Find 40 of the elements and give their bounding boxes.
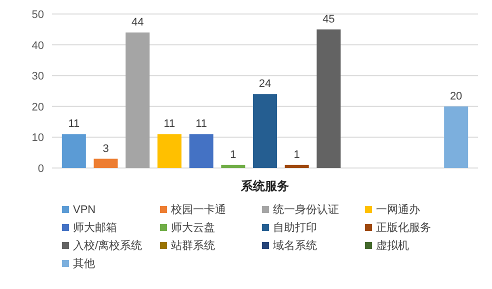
data-label: 11 [68, 118, 80, 130]
legend-label: VPN [73, 204, 96, 216]
bar [157, 134, 182, 168]
y-tick-label: 20 [32, 101, 44, 114]
data-label: 20 [450, 90, 462, 102]
legend-label: 入校/离校系统 [73, 239, 142, 252]
x-tick-label: 系统服务 [240, 179, 289, 193]
y-tick-label: 10 [32, 132, 44, 144]
data-label: 3 [102, 142, 109, 155]
bar [284, 164, 309, 168]
data-label: 1 [230, 148, 236, 161]
legend-label: 自助打印 [273, 221, 317, 234]
legend-label: 师大邮箱 [73, 221, 117, 234]
bar [126, 32, 150, 168]
data-label: 1 [294, 148, 300, 161]
legend-label: 统一身份认证 [273, 203, 339, 216]
legend-label: 正版化服务 [376, 222, 431, 234]
data-label: 44 [131, 16, 144, 28]
data-label: 11 [196, 118, 208, 130]
data-label: 45 [322, 13, 335, 26]
y-tick-label: 40 [32, 40, 44, 52]
data-label: 24 [258, 78, 272, 90]
bar [221, 164, 246, 168]
bar [62, 134, 86, 168]
legend-label: 一网通办 [376, 203, 420, 216]
legend-label: 校园一卡通 [170, 203, 226, 216]
data-label: 11 [164, 118, 176, 130]
bar [189, 134, 214, 168]
y-tick-label: 0 [38, 163, 44, 175]
legend-label: 师大云盘 [171, 221, 215, 234]
bar [316, 29, 341, 168]
bar [253, 94, 277, 168]
y-tick-label: 30 [32, 70, 44, 83]
legend-label: 站群系统 [171, 239, 215, 252]
legend-label: 其他 [73, 257, 95, 270]
bar [94, 158, 118, 168]
bar [444, 106, 468, 168]
legend-label: 域名系统 [272, 239, 317, 252]
legend-label: 虚拟机 [376, 239, 409, 252]
y-tick-label: 50 [32, 9, 44, 21]
